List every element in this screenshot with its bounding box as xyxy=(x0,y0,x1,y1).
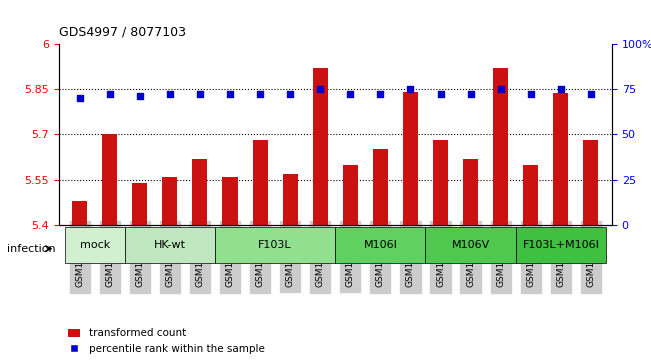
Point xyxy=(555,86,566,92)
Text: M106V: M106V xyxy=(452,240,490,250)
Text: mock: mock xyxy=(79,240,110,250)
Bar xyxy=(102,134,117,225)
FancyBboxPatch shape xyxy=(125,227,215,263)
Bar xyxy=(193,159,208,225)
Bar xyxy=(283,174,298,225)
Bar xyxy=(373,150,388,225)
Bar xyxy=(223,177,238,225)
Point xyxy=(195,91,205,97)
Bar xyxy=(72,201,87,225)
Point xyxy=(74,95,85,101)
Bar xyxy=(493,68,508,225)
Bar xyxy=(433,140,448,225)
Bar xyxy=(162,177,177,225)
FancyBboxPatch shape xyxy=(64,227,125,263)
Bar xyxy=(553,93,568,225)
Point xyxy=(165,91,175,97)
Bar xyxy=(523,164,538,225)
Point xyxy=(225,91,235,97)
FancyBboxPatch shape xyxy=(215,227,335,263)
Point xyxy=(495,86,506,92)
Bar xyxy=(253,140,268,225)
Point xyxy=(586,91,596,97)
Bar xyxy=(463,159,478,225)
Bar xyxy=(343,164,358,225)
Bar xyxy=(312,68,327,225)
Point xyxy=(315,86,326,92)
Point xyxy=(436,91,446,97)
Point xyxy=(105,91,115,97)
Bar xyxy=(132,183,147,225)
Point xyxy=(135,93,145,99)
Point xyxy=(285,91,296,97)
Point xyxy=(405,86,415,92)
Text: F103L+M106I: F103L+M106I xyxy=(522,240,600,250)
Text: M106I: M106I xyxy=(363,240,397,250)
Legend: transformed count, percentile rank within the sample: transformed count, percentile rank withi… xyxy=(64,324,269,358)
Point xyxy=(345,91,355,97)
Bar xyxy=(403,92,418,225)
Point xyxy=(255,91,266,97)
Text: F103L: F103L xyxy=(258,240,292,250)
Point xyxy=(375,91,385,97)
Text: HK-wt: HK-wt xyxy=(154,240,186,250)
FancyBboxPatch shape xyxy=(426,227,516,263)
Bar xyxy=(583,140,598,225)
FancyBboxPatch shape xyxy=(516,227,606,263)
Point xyxy=(465,91,476,97)
Text: GDS4997 / 8077103: GDS4997 / 8077103 xyxy=(59,25,186,38)
Point xyxy=(525,91,536,97)
Text: infection: infection xyxy=(7,244,55,254)
FancyBboxPatch shape xyxy=(335,227,426,263)
